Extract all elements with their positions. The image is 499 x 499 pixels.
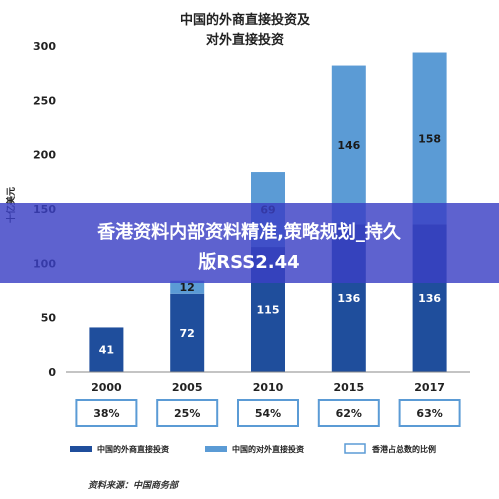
x-tick-label: 2017 xyxy=(414,381,445,394)
hk-share-label: 54% xyxy=(255,407,281,420)
bar-value-label: 72 xyxy=(180,327,195,340)
legend-label: 中国的对外直接投资 xyxy=(232,444,304,454)
x-tick-label: 2005 xyxy=(172,381,203,394)
banner-background xyxy=(0,203,499,283)
bar-fdi xyxy=(170,293,205,372)
hk-share-label: 38% xyxy=(93,407,119,420)
chart-title: 中国的外商直接投资及 对外直接投资 xyxy=(180,12,311,48)
bar-value-label: 146 xyxy=(337,139,360,152)
hk-share-box xyxy=(237,399,299,427)
legend-swatch xyxy=(70,446,92,452)
y-tick-label: 300 xyxy=(33,40,56,53)
y-tick-label: 200 xyxy=(33,149,56,162)
hk-share-label: 25% xyxy=(174,407,200,420)
bar-value-label: 41 xyxy=(99,344,114,357)
y-tick-label: 50 xyxy=(41,312,57,325)
hk-share-box xyxy=(156,399,219,427)
hk-share-box xyxy=(398,399,461,427)
legend-swatch xyxy=(205,446,227,452)
chart-title-line: 对外直接投资 xyxy=(206,32,284,48)
bar-odi xyxy=(412,52,447,225)
bar-value-label: 115 xyxy=(257,304,280,317)
x-tick-label: 2015 xyxy=(333,381,364,394)
bar-fdi xyxy=(89,327,124,372)
hk-share-row: 38% 25% 54% 62% 63% xyxy=(75,399,461,427)
bar-value-label: 12 xyxy=(180,281,195,294)
x-tick-label: 2000 xyxy=(91,381,122,394)
bar-odi xyxy=(170,280,205,294)
legend: 中国的外商直接投资 中国的对外直接投资 香港占总数的比例 xyxy=(70,443,436,454)
y-tick-label: 250 xyxy=(33,94,56,107)
legend-label: 香港占总数的比例 xyxy=(371,444,436,454)
banner-text-line: 香港资料内部资料精准,策略规划_持久 xyxy=(96,221,402,243)
hk-share-label: 63% xyxy=(416,407,442,420)
bar-odi xyxy=(331,65,366,225)
source-note: 资料来源：中国商务部 xyxy=(88,480,180,491)
chart-title-line: 中国的外商直接投资及 xyxy=(180,12,311,28)
bar-value-label: 136 xyxy=(418,292,441,305)
x-tick-label: 2010 xyxy=(253,381,284,394)
hk-share-label: 62% xyxy=(336,407,362,420)
legend-swatch xyxy=(344,443,366,454)
overlay-banner: 香港资料内部资料精准,策略规划_持久 版RSS2.44 xyxy=(0,203,499,283)
bar-value-label: 136 xyxy=(337,292,360,305)
banner-text-line: 版RSS2.44 xyxy=(198,251,299,273)
y-tick-label: 0 xyxy=(48,366,56,379)
bar-value-label: 158 xyxy=(418,132,441,145)
hk-share-box xyxy=(317,399,380,427)
x-axis: 2000 2005 2010 2015 2017 xyxy=(91,381,445,394)
legend-label: 中国的外商直接投资 xyxy=(97,444,169,454)
hk-share-box xyxy=(75,399,138,427)
